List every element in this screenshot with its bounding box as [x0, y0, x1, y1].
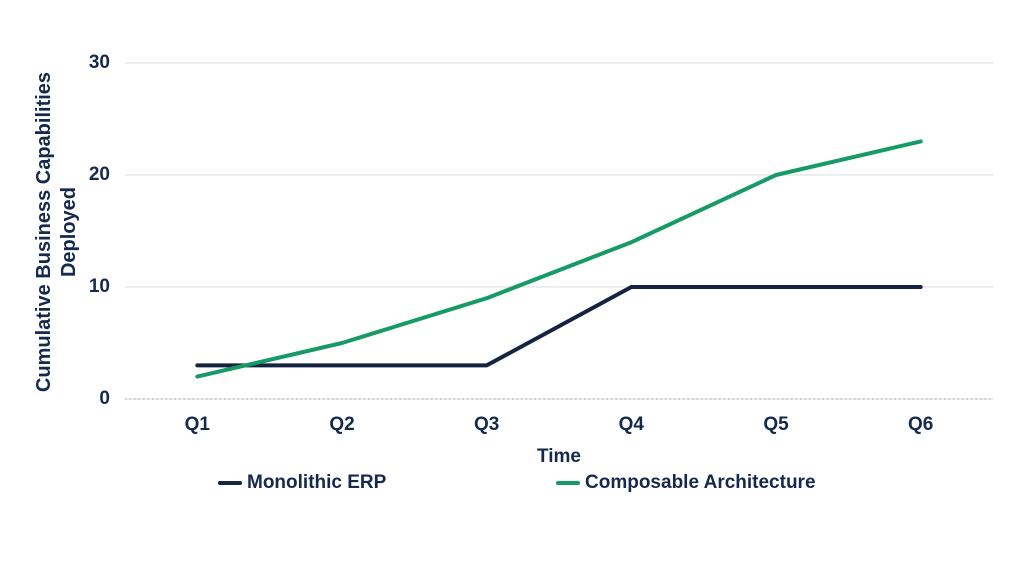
x-tick-label: Q3: [473, 414, 500, 435]
y-axis-title-line1: Cumulative Business Capabilities: [33, 71, 55, 393]
x-tick-label: Q5: [763, 414, 789, 435]
x-tick-label: Q6: [907, 414, 934, 435]
legend-swatch-composable-architecture: [556, 481, 580, 485]
legend-label-composable-architecture: Composable Architecture: [585, 472, 816, 493]
legend-swatch-monolithic-erp: [218, 481, 242, 485]
series-line-composable-architecture: [195, 139, 923, 379]
legend-label-monolithic-erp: Monolithic ERP: [247, 472, 387, 493]
y-tick-label: 0: [99, 388, 110, 409]
x-tick-label: Q1: [184, 414, 210, 435]
y-axis-title: Cumulative Business Capabilities Deploye…: [32, 52, 84, 412]
x-axis-title: Time: [536, 446, 581, 467]
y-axis-title-line2: Deployed: [58, 186, 80, 278]
legend-entry-monolithic-erp: Monolithic ERP: [218, 472, 386, 494]
x-tick-label: Q2: [329, 414, 355, 435]
x-tick-label: Q4: [618, 414, 644, 435]
y-tick-label: 20: [88, 164, 110, 185]
y-tick-label: 10: [88, 276, 110, 297]
legend-entry-composable-architecture: Composable Architecture: [556, 472, 816, 494]
y-tick-label: 30: [88, 52, 110, 73]
series-line-monolithic-erp: [195, 285, 923, 368]
